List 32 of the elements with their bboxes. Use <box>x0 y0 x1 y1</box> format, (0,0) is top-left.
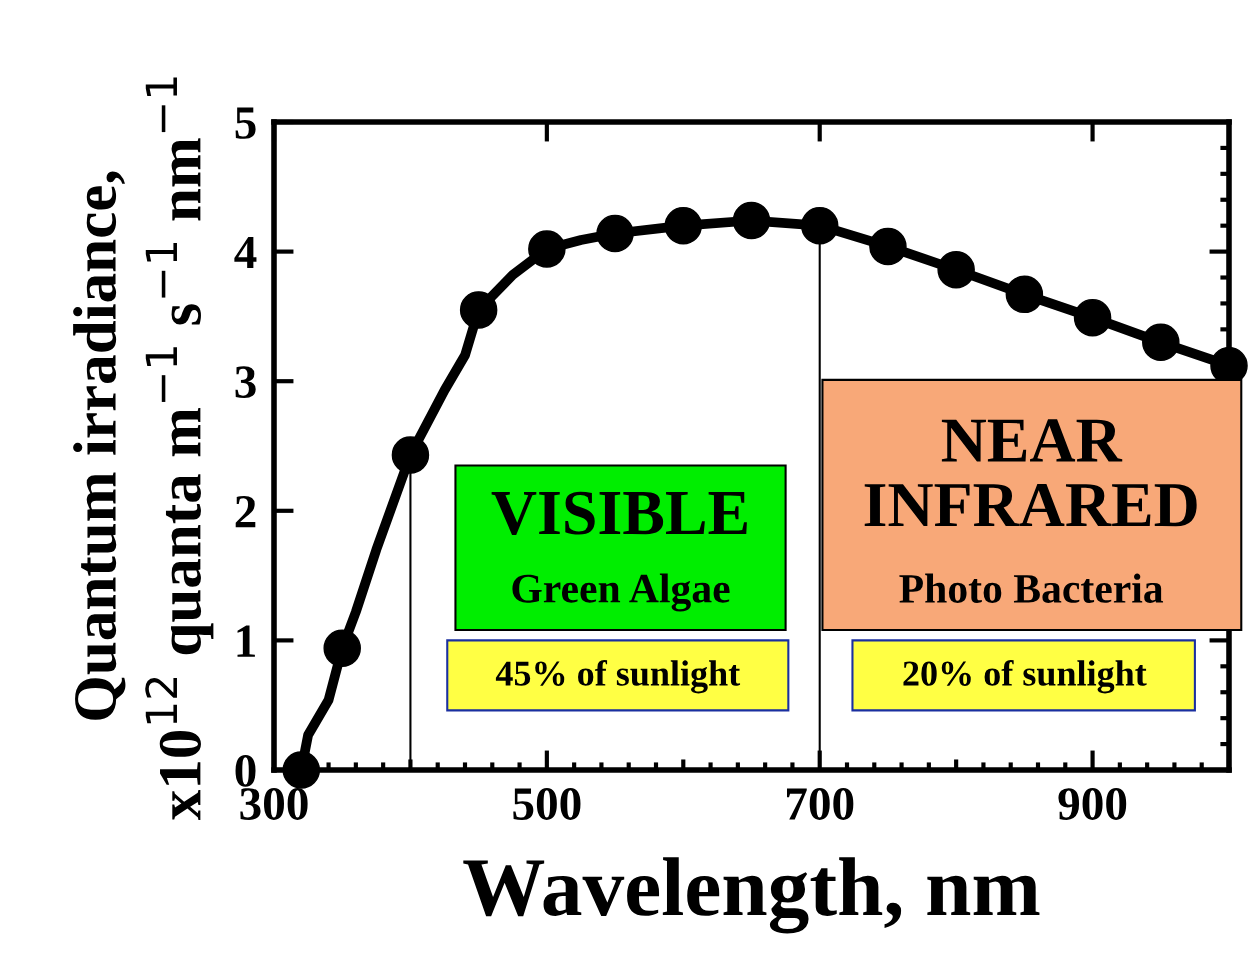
point <box>1142 323 1180 362</box>
x-tick-label: 700 <box>787 788 854 820</box>
x-tick-label: 500 <box>513 788 581 820</box>
y-tick-label: 3 <box>235 366 256 399</box>
y-tick-label: 0 <box>235 754 256 787</box>
annotation: 20% of sunlight <box>903 659 1147 694</box>
x-tick-label: 900 <box>1058 788 1127 820</box>
point <box>869 227 907 266</box>
y-tick-label: 2 <box>235 495 256 528</box>
point <box>1005 275 1044 314</box>
point <box>1073 298 1112 337</box>
point <box>937 250 975 289</box>
point <box>732 201 771 240</box>
annotation: 45% of sunlight <box>495 659 741 694</box>
x-axis-title: Wavelength, nm <box>463 857 1040 934</box>
point <box>282 751 321 789</box>
point <box>459 291 498 329</box>
y-tick-label: 4 <box>234 236 257 268</box>
x-tick-label: 300 <box>240 788 308 820</box>
y-tick-label: 5 <box>235 107 256 139</box>
point <box>391 436 430 474</box>
annotation: Photo Bacteria <box>899 573 1164 603</box>
text: Quantum irradiance, x10$^{12}$ quanta m$^{−1}$ s$^{−1}$ nm$^{−1}$ <box>73 77 214 821</box>
y-tick-label: 1 <box>237 625 255 657</box>
point <box>323 629 361 667</box>
point <box>800 206 839 245</box>
annotation: NEAR INFRARED <box>864 419 1197 527</box>
point <box>528 230 566 268</box>
point <box>664 206 703 245</box>
annotation: VISIBLE <box>491 491 747 535</box>
point <box>596 214 634 253</box>
annotation: Green Algae <box>512 573 730 612</box>
